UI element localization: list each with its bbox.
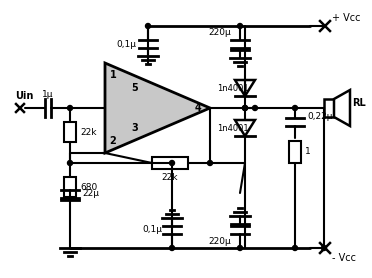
Circle shape: [237, 24, 243, 29]
Text: 1n4001: 1n4001: [217, 123, 248, 133]
Text: 0,22μ: 0,22μ: [307, 111, 333, 120]
Text: 22k: 22k: [162, 173, 178, 182]
Polygon shape: [235, 120, 255, 136]
Text: 0,1μ: 0,1μ: [116, 39, 136, 48]
Text: 3: 3: [132, 123, 138, 133]
Circle shape: [292, 245, 298, 250]
Text: 22k: 22k: [80, 128, 96, 136]
Text: 0,1μ: 0,1μ: [142, 225, 162, 235]
Circle shape: [145, 24, 151, 29]
Text: 2: 2: [110, 136, 116, 146]
Text: 1n4001: 1n4001: [217, 83, 248, 93]
Circle shape: [321, 245, 327, 250]
Bar: [152, 157, 188, 169]
Bar: [324, 99, 334, 117]
Text: 1: 1: [305, 148, 311, 157]
Bar: [64, 177, 76, 197]
Polygon shape: [105, 63, 210, 153]
Text: 5: 5: [132, 83, 138, 93]
Text: 4: 4: [195, 103, 201, 113]
Text: 680: 680: [80, 182, 97, 192]
Circle shape: [237, 245, 243, 250]
Text: 1: 1: [110, 70, 116, 80]
Text: 22μ: 22μ: [82, 190, 99, 198]
Text: 220μ: 220μ: [209, 237, 231, 247]
Polygon shape: [334, 90, 350, 126]
Text: + Vcc: + Vcc: [332, 13, 360, 23]
Circle shape: [170, 160, 174, 165]
Text: RL: RL: [352, 98, 366, 108]
Circle shape: [243, 105, 247, 110]
Circle shape: [292, 105, 298, 110]
Text: 1μ: 1μ: [42, 90, 54, 98]
Circle shape: [253, 105, 257, 110]
Circle shape: [67, 160, 73, 165]
Text: - Vcc: - Vcc: [332, 253, 356, 263]
Circle shape: [170, 245, 174, 250]
Text: 220μ: 220μ: [209, 28, 231, 36]
Bar: [64, 122, 76, 142]
Text: Uin: Uin: [15, 91, 33, 101]
Bar: [289, 141, 301, 163]
Polygon shape: [235, 80, 255, 96]
Circle shape: [208, 160, 212, 165]
Circle shape: [243, 105, 247, 110]
Circle shape: [67, 105, 73, 110]
